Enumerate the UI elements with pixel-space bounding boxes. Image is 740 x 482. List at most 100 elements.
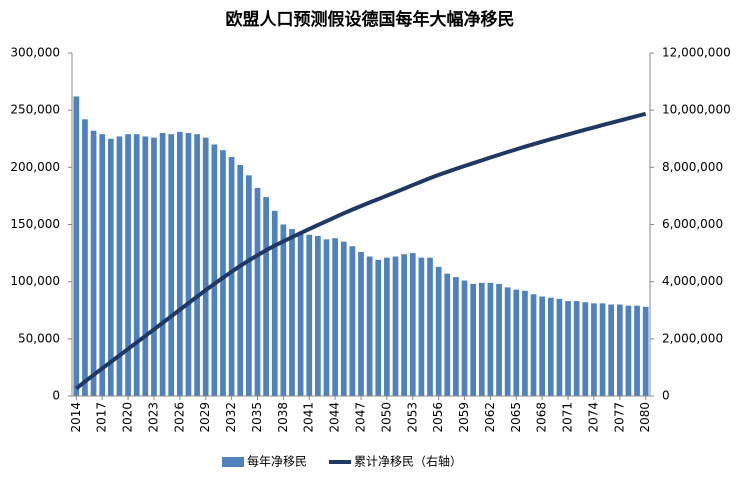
x-tick-label: 2062 bbox=[483, 402, 497, 433]
bar bbox=[73, 96, 80, 397]
x-tick-label: 2050 bbox=[379, 402, 393, 433]
x-tick-label: 2071 bbox=[561, 402, 575, 433]
x-tick-label: 2077 bbox=[612, 402, 626, 433]
bar bbox=[522, 290, 528, 396]
y-tick-label: 300,000 bbox=[10, 46, 60, 60]
y2-tick-label: 0 bbox=[662, 389, 670, 403]
bar bbox=[470, 283, 476, 396]
y-tick-label: 150,000 bbox=[10, 217, 60, 231]
bar bbox=[151, 137, 157, 396]
bar bbox=[582, 302, 589, 396]
bar bbox=[116, 136, 123, 397]
bar bbox=[539, 296, 546, 396]
bar bbox=[384, 257, 390, 396]
bar bbox=[133, 134, 140, 396]
bar bbox=[573, 301, 580, 396]
bar bbox=[444, 273, 451, 396]
bar bbox=[315, 235, 321, 396]
legend-swatch bbox=[222, 457, 244, 467]
bar bbox=[263, 197, 269, 396]
bar bbox=[418, 257, 425, 396]
bar bbox=[323, 239, 330, 396]
bar bbox=[349, 246, 356, 396]
bar bbox=[513, 289, 520, 396]
bar bbox=[427, 257, 433, 396]
x-tick-label: 2041 bbox=[302, 402, 316, 433]
bar bbox=[220, 150, 226, 396]
bar bbox=[228, 157, 235, 396]
x-tick-label: 2044 bbox=[328, 402, 342, 433]
x-tick-label: 2059 bbox=[457, 402, 471, 433]
x-tick-label: 2029 bbox=[198, 402, 212, 433]
bar bbox=[194, 134, 200, 396]
legend-label: 累计净移民（右轴） bbox=[354, 454, 462, 469]
bar bbox=[202, 137, 209, 396]
x-tick-label: 2074 bbox=[586, 402, 600, 433]
bar bbox=[409, 253, 416, 396]
x-tick-label: 2047 bbox=[354, 402, 368, 433]
y-tick-label: 0 bbox=[52, 389, 60, 403]
bar bbox=[401, 254, 407, 396]
y-tick-label: 200,000 bbox=[10, 160, 60, 174]
x-tick-label: 2065 bbox=[509, 402, 523, 433]
y-tick-label: 250,000 bbox=[10, 103, 60, 117]
bar bbox=[547, 297, 554, 396]
y2-tick-label: 8,000,000 bbox=[662, 160, 723, 174]
bar bbox=[82, 119, 88, 397]
bar bbox=[332, 238, 338, 396]
bar bbox=[634, 305, 640, 396]
y2-tick-label: 6,000,000 bbox=[662, 217, 723, 231]
bar bbox=[625, 305, 632, 396]
x-tick-label: 2020 bbox=[121, 402, 135, 433]
bar bbox=[246, 175, 252, 396]
x-tick-label: 2014 bbox=[69, 402, 83, 433]
x-tick-label: 2053 bbox=[405, 402, 419, 433]
bar bbox=[608, 304, 615, 396]
bar bbox=[435, 266, 442, 396]
y2-tick-label: 4,000,000 bbox=[662, 274, 723, 288]
bar bbox=[478, 282, 485, 396]
bar bbox=[366, 256, 373, 396]
bar bbox=[556, 298, 563, 396]
bar bbox=[358, 251, 364, 396]
line-series bbox=[75, 111, 647, 391]
bar bbox=[280, 224, 287, 396]
bar bbox=[453, 277, 459, 396]
bar bbox=[504, 287, 511, 396]
bar bbox=[289, 229, 295, 396]
x-tick-label: 2068 bbox=[535, 402, 549, 433]
y2-tick-label: 2,000,000 bbox=[662, 331, 723, 345]
y2-tick-label: 12,000,000 bbox=[662, 46, 731, 60]
bar bbox=[90, 130, 97, 396]
bar bbox=[461, 280, 468, 396]
bar bbox=[142, 136, 149, 397]
x-tick-label: 2017 bbox=[95, 402, 109, 433]
y-tick-label: 50,000 bbox=[18, 331, 60, 345]
bar bbox=[375, 259, 382, 396]
bar bbox=[616, 304, 623, 396]
x-tick-label: 2026 bbox=[172, 402, 186, 433]
bar bbox=[599, 303, 606, 396]
bar bbox=[159, 133, 166, 397]
bar bbox=[642, 306, 649, 396]
y2-tick-label: 10,000,000 bbox=[662, 103, 731, 117]
bar bbox=[565, 301, 571, 396]
bar bbox=[392, 256, 399, 396]
bar bbox=[340, 241, 347, 396]
bar bbox=[185, 133, 192, 397]
bar bbox=[211, 144, 218, 396]
chart-title: 欧盟人口预测假设德国每年大幅净移民 bbox=[226, 9, 515, 30]
x-tick-label: 2038 bbox=[276, 402, 290, 433]
x-tick-label: 2080 bbox=[638, 402, 652, 433]
bar bbox=[487, 282, 494, 396]
bar bbox=[254, 187, 261, 396]
bar bbox=[168, 134, 175, 396]
x-tick-label: 2032 bbox=[224, 402, 238, 433]
bar bbox=[176, 131, 183, 396]
bar bbox=[496, 283, 502, 396]
bar bbox=[237, 165, 244, 396]
bar bbox=[530, 294, 537, 396]
x-tick-label: 2056 bbox=[431, 402, 445, 433]
bar bbox=[125, 134, 131, 396]
